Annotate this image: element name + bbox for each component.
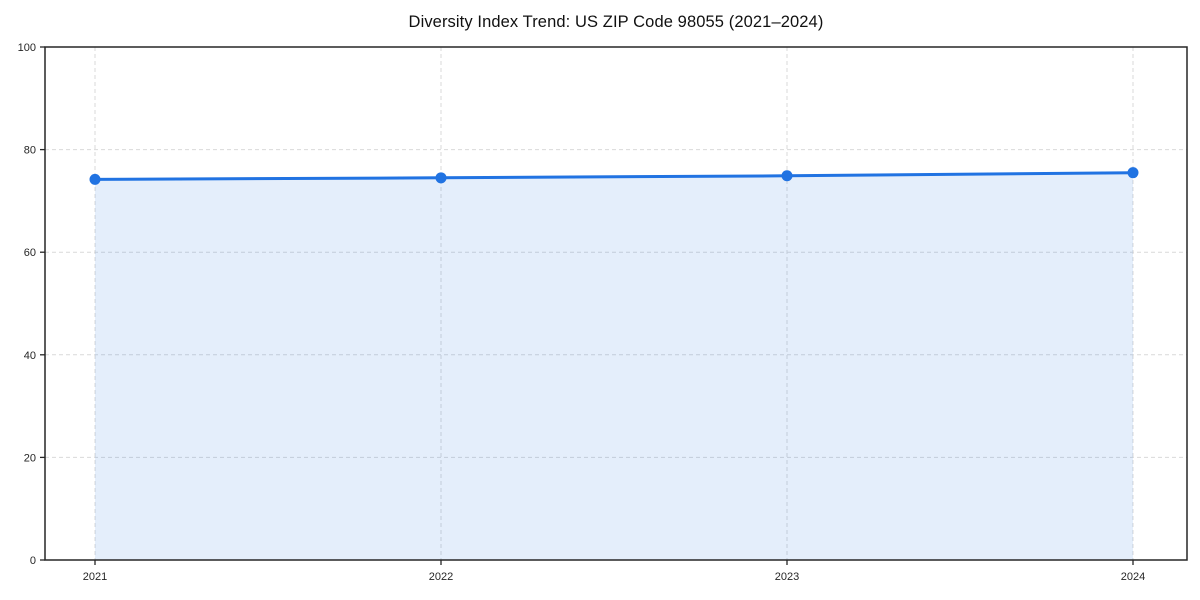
y-tick-label: 80 (24, 145, 36, 157)
data-point-marker (89, 173, 101, 185)
plot-frame (44, 46, 1188, 561)
y-tick-label: 0 (30, 555, 36, 567)
x-tick-label: 2021 (83, 571, 107, 583)
y-tick-label: 40 (24, 350, 36, 362)
y-tick-label: 100 (18, 42, 36, 54)
data-point-marker (1127, 167, 1139, 179)
y-tick-label: 60 (24, 247, 36, 259)
x-tick-label: 2022 (429, 571, 453, 583)
area-fill (95, 172, 1133, 560)
trend-line (93, 171, 1135, 181)
data-point-marker (781, 170, 793, 182)
x-tick-label: 2024 (1121, 571, 1145, 583)
x-tick-label: 2023 (775, 571, 799, 583)
y-tick-label: 20 (24, 452, 36, 464)
data-point-marker (435, 172, 447, 184)
chart-title: Diversity Index Trend: US ZIP Code 98055… (408, 13, 824, 31)
